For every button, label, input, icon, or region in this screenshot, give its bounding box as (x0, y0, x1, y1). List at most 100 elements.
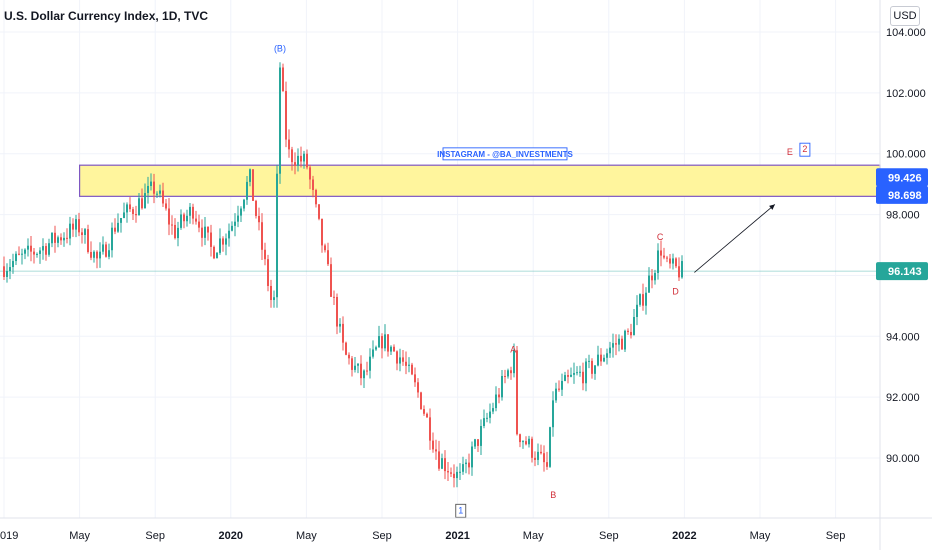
candle-body (132, 209, 134, 215)
last-price-tag-bg (876, 262, 928, 281)
candle-body (57, 237, 59, 243)
candle-body (15, 253, 17, 262)
candle-body (411, 364, 413, 375)
candle-body (648, 275, 650, 293)
price-tick-label: 102.000 (886, 88, 926, 100)
candle-body (528, 438, 530, 445)
price-tick-label: 92.000 (886, 392, 920, 404)
zone-lower-price-tag-bg (876, 185, 928, 204)
candle-body (507, 370, 509, 377)
wave-label-wave-B: B (550, 490, 556, 500)
candle-body (54, 232, 56, 243)
currency-button[interactable]: USD (890, 6, 920, 26)
wave-label-wave-B-top: (B) (274, 43, 286, 53)
candle-body (468, 462, 470, 468)
price-tick-label: 100.000 (886, 149, 926, 161)
candle-body (156, 193, 158, 195)
candle-body (90, 251, 92, 258)
candle-body (351, 358, 353, 370)
candle-body (18, 253, 20, 255)
candle-body (576, 372, 578, 374)
candle-body (678, 266, 680, 278)
candle-body (297, 155, 299, 166)
candle-body (573, 373, 575, 375)
candle-body (264, 249, 266, 260)
time-axis[interactable]: 019 May Sep 2020 May Sep 2021 May Sep 2022 May Sep (0, 530, 845, 542)
candle-body (537, 451, 539, 460)
time-tick-label: 2020 (219, 530, 243, 542)
candle-body (12, 261, 14, 268)
time-tick-label: 2022 (672, 530, 696, 542)
candle-body (450, 472, 452, 474)
candle-body (480, 426, 482, 446)
candle-body (222, 238, 224, 245)
candle-body (348, 354, 350, 359)
candle-body (246, 181, 248, 200)
candle-body (543, 453, 545, 463)
price-tick-label: 90.000 (886, 453, 920, 465)
candle-body (657, 250, 659, 273)
candle-body (666, 257, 668, 259)
candle-body (204, 226, 206, 238)
candle-body (144, 193, 146, 209)
candle-body (375, 347, 377, 350)
candle-body (108, 250, 110, 257)
supply-zone[interactable] (78, 164, 881, 197)
candle-body (306, 153, 308, 168)
last-price-tag: 96.143 (888, 266, 922, 278)
candle-body (582, 371, 584, 384)
candle-body (552, 400, 554, 428)
candle-body (534, 457, 536, 460)
time-tick-label: May (750, 530, 771, 542)
time-tick-label: 019 (0, 530, 18, 542)
candle-body (402, 357, 404, 362)
candle-body (423, 409, 425, 414)
candle-body (681, 261, 683, 278)
wave-box (455, 503, 467, 518)
candle-body (51, 232, 53, 244)
candle-body (213, 246, 215, 259)
candle-body (462, 464, 464, 472)
candle-body (588, 360, 590, 362)
candle-body (72, 223, 74, 230)
candle-body (555, 388, 557, 401)
candle-body (441, 458, 443, 469)
candle-body (558, 388, 560, 390)
candle-body (561, 380, 563, 390)
candle-body (336, 297, 338, 327)
wave-box (799, 142, 811, 157)
candle-body (489, 411, 491, 418)
candlestick-series (3, 62, 683, 488)
candle-body (321, 218, 323, 246)
candle-body (633, 316, 635, 336)
candle-body (435, 449, 437, 452)
candle-body (477, 439, 479, 446)
candle-body (252, 169, 254, 201)
candle-body (69, 223, 71, 239)
candle-body (510, 370, 512, 374)
wave-label-wave-1: 1 (458, 505, 463, 515)
candle-body (669, 258, 671, 264)
candle-body (618, 338, 620, 345)
price-axis[interactable]: 104.000102.000100.00098.00096.00094.0009… (886, 27, 926, 465)
candle-body (516, 350, 518, 435)
projection-arrow[interactable] (694, 204, 776, 273)
candle-body (483, 418, 485, 427)
time-tick-label: Sep (372, 530, 392, 542)
candle-body (234, 221, 236, 226)
candle-body (285, 91, 287, 140)
candle-body (210, 232, 212, 247)
candle-body (339, 323, 341, 327)
candle-body (129, 204, 131, 210)
zone-upper-price-tag-bg (876, 168, 928, 187)
candle-body (240, 208, 242, 216)
time-tick-label: Sep (145, 530, 165, 542)
candle-body (21, 253, 23, 255)
candle-body (99, 251, 101, 259)
candle-body (414, 374, 416, 383)
candle-body (123, 212, 125, 218)
candle-body (45, 246, 47, 255)
candle-body (594, 365, 596, 374)
wave-labels: (B) A B C D E 1 2 (274, 43, 811, 518)
